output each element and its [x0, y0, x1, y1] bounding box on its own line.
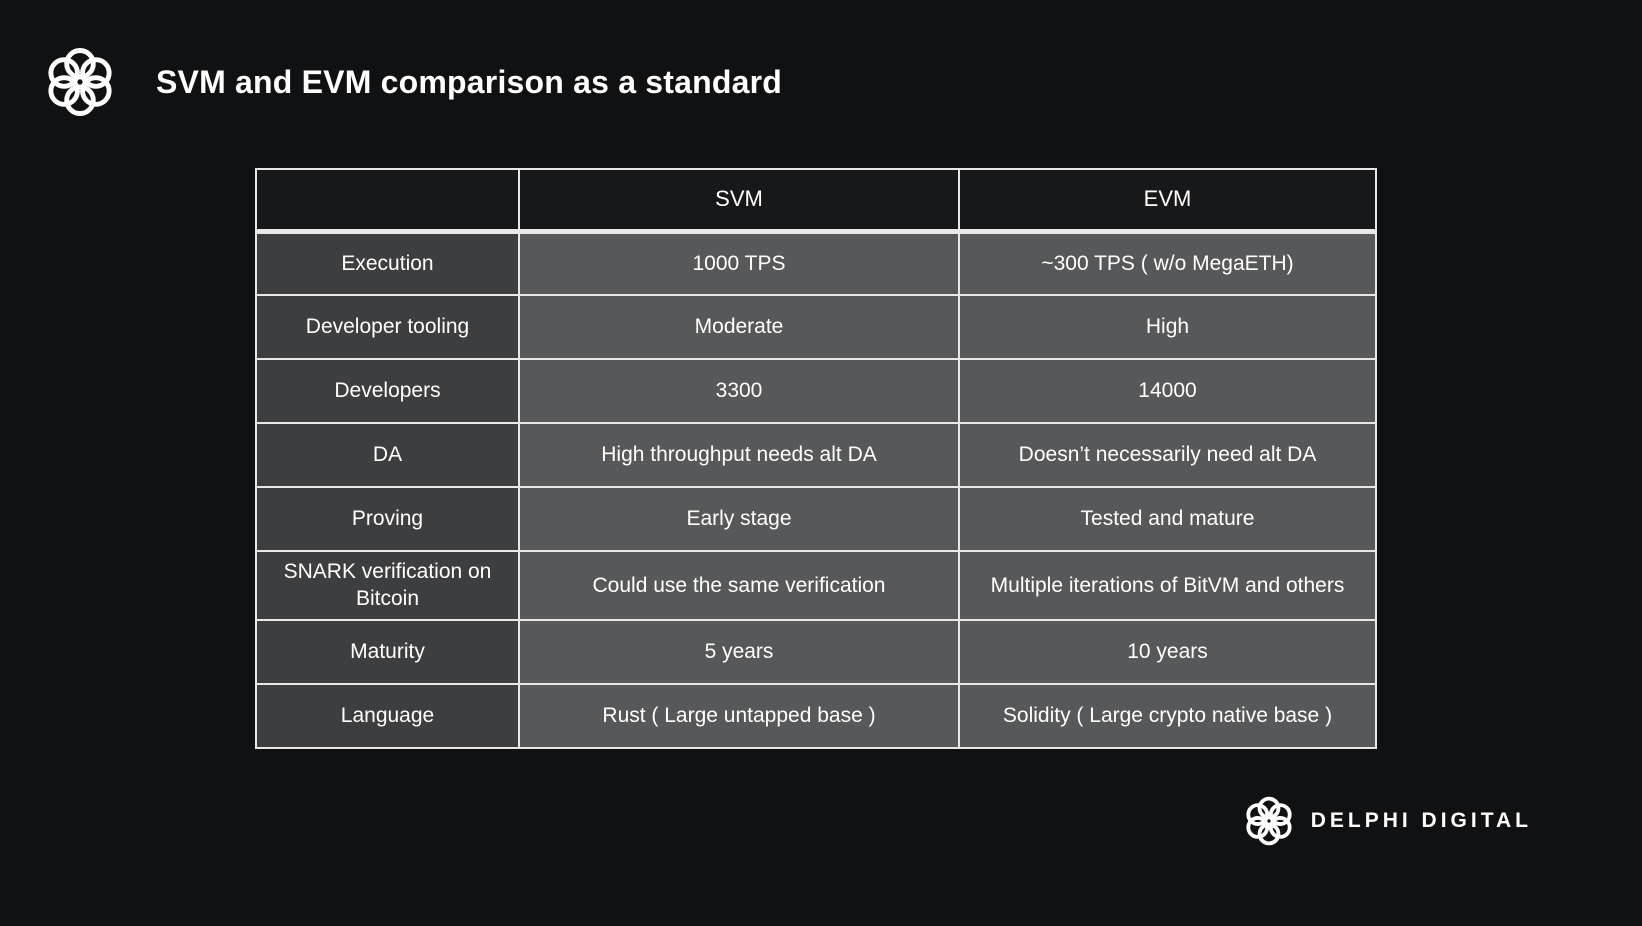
- svm-value-cell: 5 years: [518, 618, 960, 685]
- row-label-cell: Maturity: [255, 618, 520, 685]
- slide-header: SVM and EVM comparison as a standard: [42, 44, 782, 120]
- row-label-cell: DA: [255, 422, 520, 488]
- row-label-cell: Developer tooling: [255, 294, 520, 360]
- table-row: Maturity 5 years 10 years: [255, 618, 1377, 685]
- table-row: Execution 1000 TPS ~300 TPS ( w/o MegaET…: [255, 230, 1377, 296]
- table-row: Developers 3300 14000: [255, 358, 1377, 424]
- evm-value-cell: 10 years: [958, 618, 1377, 685]
- header-cell-evm: EVM: [958, 168, 1377, 234]
- evm-value-cell: ~300 TPS ( w/o MegaETH): [958, 230, 1377, 296]
- svm-value-cell: Moderate: [518, 294, 960, 360]
- svm-value-cell: 3300: [518, 358, 960, 424]
- svm-value-cell: Early stage: [518, 486, 960, 552]
- footer-brand: DELPHI DIGITAL: [1242, 794, 1532, 848]
- table-row: SNARK verification on Bitcoin Could use …: [255, 550, 1377, 621]
- page-title: SVM and EVM comparison as a standard: [156, 63, 783, 100]
- svm-value-cell: High throughput needs alt DA: [518, 422, 960, 488]
- row-label-cell: SNARK verification on Bitcoin: [255, 550, 520, 621]
- row-label-cell: Execution: [255, 230, 520, 296]
- header-cell-svm: SVM: [518, 168, 960, 234]
- table-row: DA High throughput needs alt DA Doesn’t …: [255, 422, 1377, 488]
- evm-value-cell: High: [958, 294, 1377, 360]
- evm-value-cell: Multiple iterations of BitVM and others: [958, 550, 1377, 621]
- row-label-cell: Proving: [255, 486, 520, 552]
- evm-value-cell: Tested and mature: [958, 486, 1377, 552]
- table-row: Language Rust ( Large untapped base ) So…: [255, 682, 1377, 749]
- table-header-row: SVM EVM: [255, 168, 1377, 234]
- table-row: Proving Early stage Tested and mature: [255, 486, 1377, 552]
- svm-value-cell: Rust ( Large untapped base ): [518, 682, 960, 749]
- delphi-knot-icon: [1242, 794, 1296, 848]
- comparison-table: SVM EVM Execution 1000 TPS ~300 TPS ( w/…: [255, 168, 1377, 749]
- header-cell-empty: [255, 168, 520, 234]
- row-label-cell: Developers: [255, 358, 520, 424]
- brand-wordmark: DELPHI DIGITAL: [1310, 809, 1532, 832]
- evm-value-cell: Doesn’t necessarily need alt DA: [958, 422, 1377, 488]
- svm-value-cell: 1000 TPS: [518, 230, 960, 296]
- svm-value-cell: Could use the same verification: [518, 550, 960, 621]
- row-label-cell: Language: [255, 682, 520, 749]
- delphi-knot-icon: [42, 44, 118, 120]
- evm-value-cell: Solidity ( Large crypto native base ): [958, 682, 1377, 749]
- evm-value-cell: 14000: [958, 358, 1377, 424]
- table-row: Developer tooling Moderate High: [255, 294, 1377, 360]
